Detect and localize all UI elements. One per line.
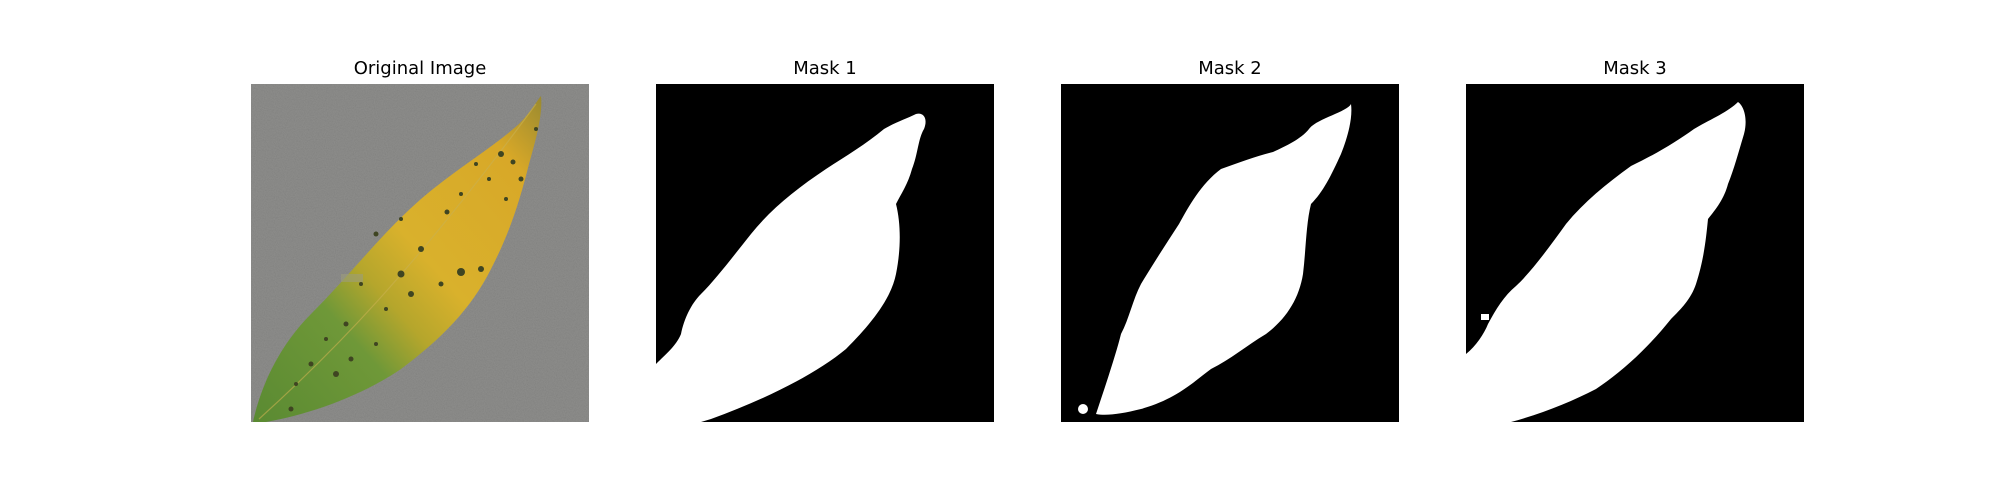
leaf-spots — [288, 127, 538, 412]
mask-2-image — [1061, 84, 1399, 422]
original-image-panel — [251, 84, 589, 422]
mask-foreground — [1096, 104, 1352, 415]
mask-3 — [1466, 84, 1804, 422]
mask-2-panel — [1061, 84, 1399, 422]
mask-foreground — [1466, 102, 1746, 422]
mask-2 — [1061, 84, 1399, 422]
leaf-vein — [258, 103, 537, 420]
mask-speck — [1481, 314, 1489, 320]
mask-1-panel — [656, 84, 994, 422]
panel-title-original: Original Image — [353, 58, 487, 79]
leaf-blemish — [341, 274, 363, 282]
original-image — [251, 84, 589, 422]
mask-3-panel — [1466, 84, 1804, 422]
mask-3-image — [1466, 84, 1804, 422]
mask-1-image — [656, 84, 994, 422]
mask-speck — [1078, 404, 1088, 414]
mask-speck — [1671, 269, 1677, 273]
leaf-photo — [251, 84, 589, 422]
panel-title-mask-3: Mask 3 — [1603, 58, 1667, 79]
mask-foreground — [656, 113, 926, 422]
mask-1 — [656, 84, 994, 422]
panel-title-mask-1: Mask 1 — [793, 58, 857, 79]
panel-title-mask-2: Mask 2 — [1198, 58, 1262, 79]
